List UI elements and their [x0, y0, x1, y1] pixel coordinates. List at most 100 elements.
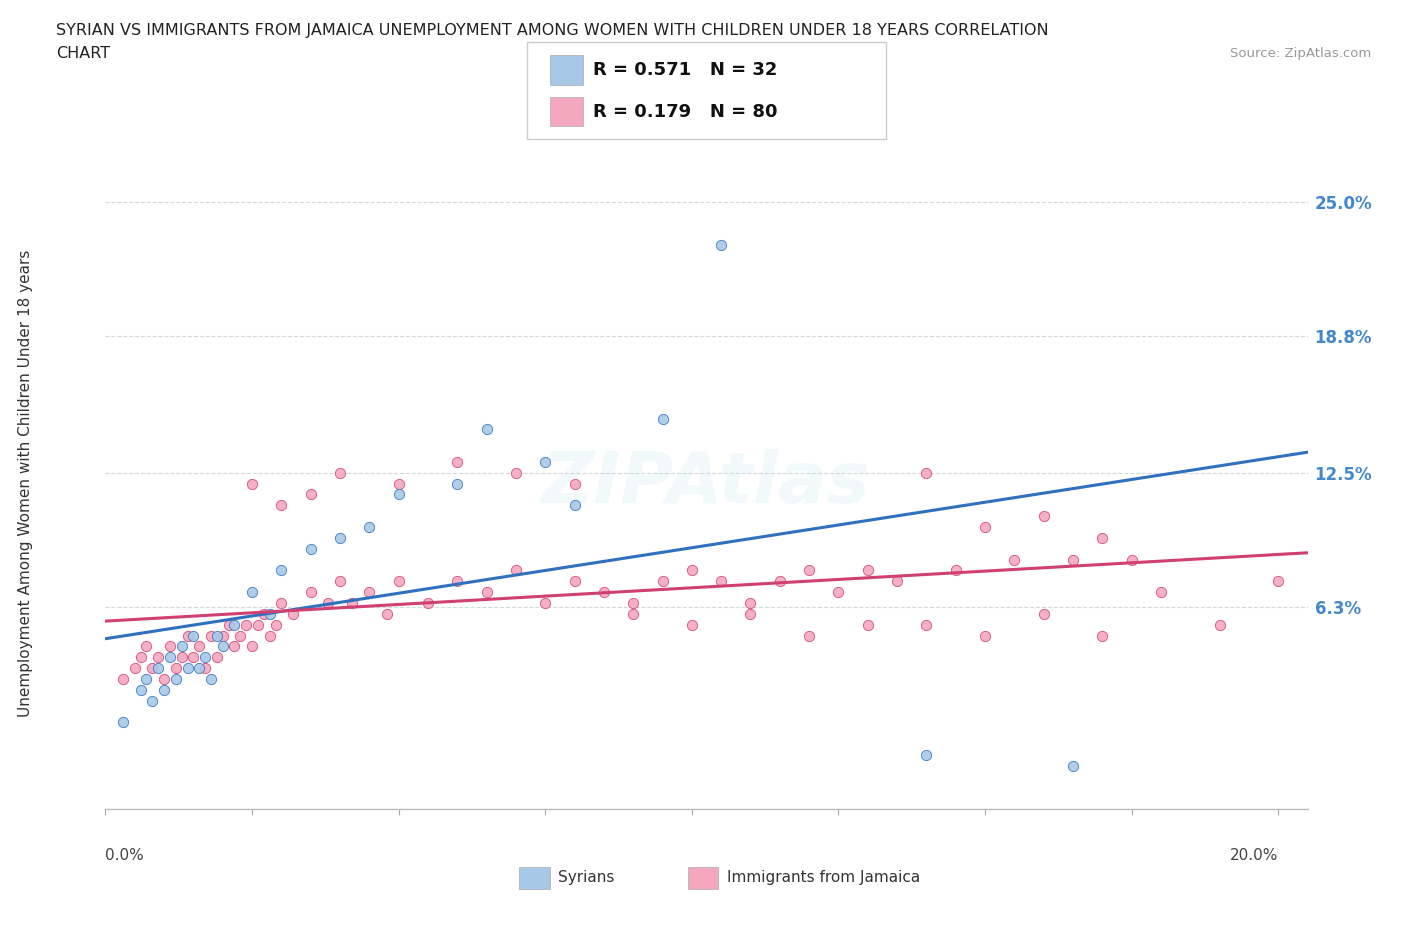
Point — [129, 683, 152, 698]
Point — [534, 595, 557, 610]
Point — [593, 585, 616, 600]
Point — [1032, 606, 1054, 621]
Point — [135, 639, 157, 654]
Point — [388, 574, 411, 589]
Point — [224, 618, 246, 632]
Text: Source: ZipAtlas.com: Source: ZipAtlas.com — [1230, 46, 1371, 60]
Point — [886, 574, 908, 589]
Point — [359, 520, 381, 535]
Text: Unemployment Among Women with Children Under 18 years: Unemployment Among Women with Children U… — [18, 250, 32, 717]
Point — [1002, 552, 1025, 567]
Point — [259, 628, 281, 643]
Point — [681, 563, 703, 578]
Point — [205, 628, 228, 643]
Point — [211, 639, 233, 654]
Point — [375, 606, 398, 621]
Point — [135, 671, 157, 686]
Point — [246, 618, 269, 632]
Point — [388, 487, 411, 502]
Point — [240, 639, 263, 654]
Point — [281, 606, 304, 621]
Point — [165, 660, 187, 675]
Point — [329, 530, 352, 545]
Point — [446, 455, 468, 470]
Point — [253, 606, 276, 621]
Point — [200, 671, 222, 686]
Point — [915, 748, 938, 763]
Point — [205, 650, 228, 665]
Point — [534, 455, 557, 470]
Point — [1121, 552, 1143, 567]
Point — [797, 628, 820, 643]
Point — [329, 574, 352, 589]
Point — [259, 606, 281, 621]
Point — [740, 595, 762, 610]
Point — [159, 639, 181, 654]
Point — [183, 628, 205, 643]
Point — [1032, 509, 1054, 524]
Point — [129, 650, 152, 665]
Point — [388, 476, 411, 491]
Point — [915, 618, 938, 632]
Point — [188, 639, 211, 654]
Point — [710, 574, 733, 589]
Point — [183, 650, 205, 665]
Text: SYRIAN VS IMMIGRANTS FROM JAMAICA UNEMPLOYMENT AMONG WOMEN WITH CHILDREN UNDER 1: SYRIAN VS IMMIGRANTS FROM JAMAICA UNEMPL… — [56, 23, 1049, 38]
Point — [359, 585, 381, 600]
Text: Syrians: Syrians — [558, 870, 614, 885]
Point — [1150, 585, 1173, 600]
Point — [564, 498, 586, 512]
Point — [153, 683, 176, 698]
Point — [148, 660, 170, 675]
Point — [681, 618, 703, 632]
Point — [915, 465, 938, 480]
Point — [229, 628, 252, 643]
Point — [264, 618, 287, 632]
Point — [1208, 618, 1230, 632]
Text: R = 0.571   N = 32: R = 0.571 N = 32 — [593, 60, 778, 79]
Point — [1062, 552, 1084, 567]
Point — [165, 671, 187, 686]
Point — [170, 639, 193, 654]
Text: ZIPAtlas: ZIPAtlas — [543, 449, 870, 518]
Point — [235, 618, 257, 632]
Point — [827, 585, 849, 600]
Point — [651, 574, 673, 589]
Point — [270, 563, 292, 578]
Point — [170, 650, 193, 665]
Point — [340, 595, 363, 610]
Point — [141, 693, 163, 708]
Point — [240, 585, 263, 600]
Point — [218, 618, 240, 632]
Point — [1062, 758, 1084, 773]
Point — [112, 671, 135, 686]
Point — [299, 585, 322, 600]
Point — [505, 563, 527, 578]
Point — [176, 628, 198, 643]
Point — [416, 595, 439, 610]
Point — [856, 563, 879, 578]
Point — [148, 650, 170, 665]
Text: 0.0%: 0.0% — [105, 848, 145, 863]
Point — [112, 715, 135, 730]
Point — [564, 476, 586, 491]
Point — [856, 618, 879, 632]
Point — [769, 574, 792, 589]
Point — [475, 422, 498, 437]
Point — [1091, 628, 1114, 643]
Point — [329, 465, 352, 480]
Point — [1091, 530, 1114, 545]
Point — [270, 498, 292, 512]
Point — [188, 660, 211, 675]
Point — [124, 660, 146, 675]
Point — [141, 660, 163, 675]
Point — [475, 585, 498, 600]
Point — [505, 465, 527, 480]
Text: Immigrants from Jamaica: Immigrants from Jamaica — [727, 870, 920, 885]
Point — [1267, 574, 1289, 589]
Point — [446, 574, 468, 589]
Point — [211, 628, 233, 643]
Point — [974, 520, 997, 535]
Point — [194, 650, 217, 665]
Point — [710, 237, 733, 252]
